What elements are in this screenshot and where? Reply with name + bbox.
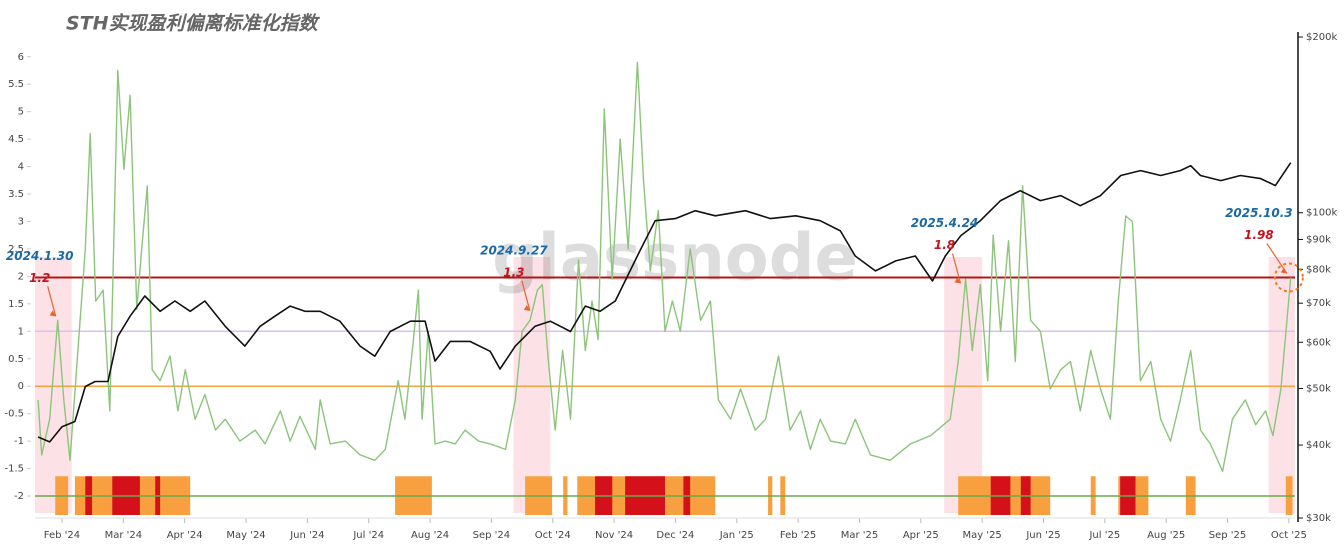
annotation-date: 2025.4.24	[911, 216, 979, 230]
y-tick-label: 3.5	[8, 189, 24, 200]
highlight-range	[944, 257, 983, 513]
y-tick-label: -0.5	[4, 409, 24, 420]
watermark: glassnode	[492, 222, 858, 296]
y-tick-label: 2.5	[8, 244, 24, 255]
x-tick-label: Feb '25	[780, 530, 816, 541]
annotation-date: 2024.1.30	[6, 249, 74, 263]
annotation-date: 2024.9.27	[480, 243, 548, 257]
x-tick-label: Aug '24	[411, 530, 449, 541]
y2-tick-label: $200k	[1306, 32, 1337, 43]
y-tick-label: 4.5	[8, 134, 24, 145]
annotation-arrow	[951, 253, 962, 284]
y-tick-label: 3	[18, 216, 24, 227]
y-tick-label: 5	[18, 107, 24, 118]
x-tick-label: Sep '24	[473, 530, 511, 541]
x-tick-label: Jun '24	[289, 530, 324, 541]
y-tick-label: 5.5	[8, 79, 24, 90]
y-tick-label: 0.5	[8, 354, 24, 365]
y-tick-label: -1	[14, 436, 24, 447]
y2-tick-label: $70k	[1306, 298, 1331, 309]
x-tick-label: Sep '25	[1209, 530, 1247, 541]
y-tick-label: 1.5	[8, 299, 24, 310]
x-tick-label: May '24	[226, 530, 265, 541]
annotation-arrowhead	[1280, 267, 1287, 274]
x-tick-label: Apr '24	[167, 530, 203, 541]
x-tick-label: Aug '25	[1147, 530, 1185, 541]
annotation-value: 1.98	[1244, 228, 1274, 242]
y2-tick-label: $100k	[1306, 208, 1337, 219]
x-tick-label: Jun '25	[1025, 530, 1060, 541]
y2-tick-label: $90k	[1306, 234, 1331, 245]
y-tick-label: 0	[18, 381, 24, 392]
annotation-date: 2025.10.3	[1225, 206, 1293, 220]
x-tick-label: Mar '25	[841, 530, 879, 541]
annotation-value: 1.3	[503, 265, 524, 279]
annotation-value: 1.2	[29, 271, 50, 285]
annotation-value: 1.8	[934, 238, 955, 252]
annotation-arrowhead	[49, 310, 56, 317]
y2-tick-label: $40k	[1306, 440, 1331, 451]
x-tick-label: Jan '25	[719, 530, 754, 541]
x-tick-label: May '25	[962, 530, 1001, 541]
y-tick-label: 2	[18, 271, 24, 282]
y-tick-label: 6	[18, 52, 24, 63]
y-tick-label: 1	[18, 326, 24, 337]
indicator-line	[37, 61, 1292, 472]
x-tick-label: Jul '24	[352, 530, 384, 541]
chart-title: STH实现盈利偏离标准化指数	[66, 13, 321, 35]
y-tick-label: 4	[18, 162, 24, 173]
y-tick-label: -1.5	[4, 464, 24, 475]
x-tick-label: Mar '24	[105, 530, 143, 541]
x-tick-label: Oct '24	[535, 530, 571, 541]
y2-tick-label: $50k	[1306, 383, 1331, 394]
annotation-arrowhead	[523, 304, 530, 311]
y2-tick-label: $30k	[1306, 513, 1331, 524]
y2-tick-label: $60k	[1306, 337, 1331, 348]
x-tick-label: Oct '25	[1271, 530, 1307, 541]
highlight-range	[35, 257, 72, 513]
x-tick-label: Apr '25	[903, 530, 939, 541]
annotation-circle	[1273, 262, 1304, 293]
x-tick-label: Dec '24	[656, 530, 694, 541]
x-tick-label: Nov '24	[595, 530, 633, 541]
x-tick-label: Jul '25	[1088, 530, 1120, 541]
annotation-arrow	[47, 286, 57, 317]
y-tick-label: -2	[14, 491, 24, 502]
x-tick-label: Feb '24	[44, 530, 80, 541]
price-line	[37, 162, 1292, 443]
annotation-arrow	[521, 280, 531, 311]
annotation-arrowhead	[954, 277, 961, 284]
y2-tick-label: $80k	[1306, 264, 1331, 275]
